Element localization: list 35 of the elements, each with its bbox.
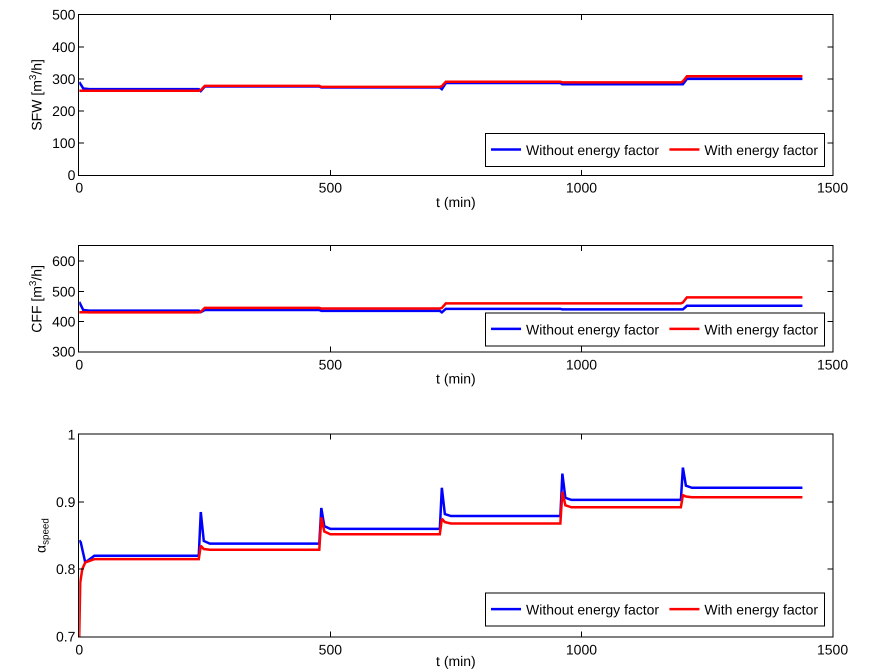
y-tick-label: 500 bbox=[52, 6, 76, 23]
y-tick-label: 0 bbox=[68, 166, 76, 183]
y-tick-label: 500 bbox=[52, 283, 76, 300]
line-series bbox=[79, 296, 804, 314]
legend-label: Without energy factor bbox=[526, 602, 660, 618]
x-tick-label: 500 bbox=[318, 641, 342, 658]
y-tick-label: 100 bbox=[52, 134, 76, 151]
x-tick-label: 1500 bbox=[816, 356, 848, 372]
y-tick-label: 600 bbox=[52, 253, 76, 270]
x-axis-title: t (min) bbox=[436, 370, 476, 387]
y-tick-label: 0.9 bbox=[56, 494, 76, 510]
line-series bbox=[79, 300, 804, 314]
y-tick-label: 300 bbox=[52, 70, 76, 87]
legend-label: With energy factor bbox=[704, 142, 818, 158]
x-tick-label: 1500 bbox=[816, 180, 848, 196]
legend-label: With energy factor bbox=[704, 602, 818, 618]
y-tick-label: 300 bbox=[52, 343, 76, 360]
y-tick-label: 0.7 bbox=[56, 628, 76, 644]
legend-label: With energy factor bbox=[704, 321, 818, 338]
x-tick-label: 1500 bbox=[816, 641, 848, 658]
y-tick-label: 200 bbox=[52, 102, 76, 119]
x-tick-label: 500 bbox=[318, 180, 342, 196]
x-axis-title: t (min) bbox=[436, 653, 476, 669]
legend-label: Without energy factor bbox=[526, 321, 660, 338]
x-tick-label: 1000 bbox=[566, 356, 598, 372]
x-tick-label: 1000 bbox=[566, 180, 598, 196]
y-tick-label: 400 bbox=[52, 313, 76, 330]
line-series bbox=[79, 466, 804, 564]
x-tick-label: 500 bbox=[318, 356, 342, 372]
y-tick-label: 0.8 bbox=[56, 561, 76, 578]
y-tick-label: 400 bbox=[52, 38, 76, 55]
x-axis-title: t (min) bbox=[436, 194, 476, 210]
legend-label: Without energy factor bbox=[526, 142, 660, 158]
y-tick-label: 1 bbox=[68, 426, 76, 442]
x-tick-label: 1000 bbox=[566, 641, 598, 658]
